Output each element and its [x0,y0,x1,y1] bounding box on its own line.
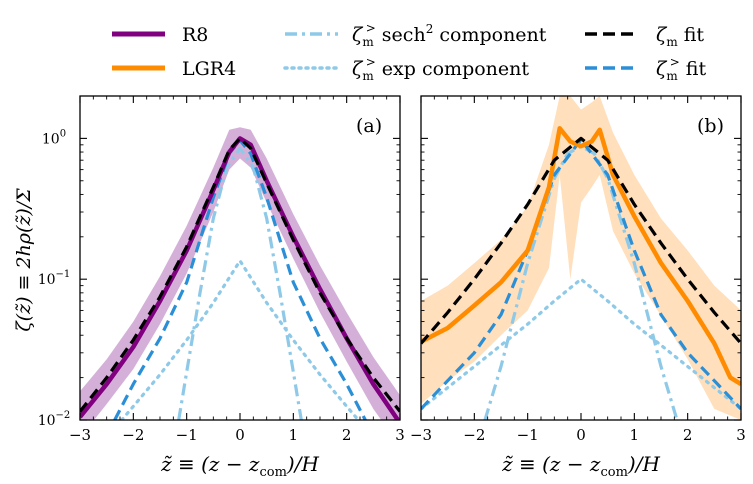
y-tick-base: 10 [38,413,56,429]
legend-sech2-tail: component [433,24,546,46]
legend-lgr4-label: LGR4 [182,58,236,80]
legend-mfit-label: ζm fit [656,24,704,49]
legend-r8-label: R8 [182,24,208,46]
legend-gtfit-sup: > [670,55,680,69]
x-tick-label: −1 [517,426,539,444]
series--m-fit-line [80,136,400,413]
legend-mfit-zeta: ζ [656,24,668,46]
x-axis-label-main: z̃ ≡ (z − z [160,452,260,476]
x-tick-label: 1 [630,426,640,444]
x-tick-label: 3 [395,426,405,444]
legend-exp-sup: > [366,55,376,69]
legend: R8 LGR4 ζm> sech2 component ζm> exp comp… [112,21,706,83]
x-tick-label: 2 [342,426,352,444]
y-tick-base: 10 [38,272,56,288]
y-tick-label: 10−1 [38,269,71,288]
legend-exp-tail: exp component [376,58,530,80]
panel-b: −3 −2 −1 0 1 2 3 (b) z̃ ≡ (z − zcom)/H [410,95,746,480]
plot-area-0 [80,127,400,420]
y-tick-exp: −1 [56,269,71,280]
y-tick-exp: 0 [60,128,66,139]
y-tick-exp: −2 [56,410,71,421]
y-tick-base: 10 [42,131,60,147]
y-tick-label: 100 [42,128,66,147]
legend-sech2-sub: m [362,35,374,49]
series--m-fit-line [421,136,741,345]
x-tick-label: −2 [122,426,144,444]
x-tick-label: 0 [235,426,245,444]
legend-gtfit-zeta: ζ [656,58,668,80]
legend-exp-label: ζm> exp component [352,55,529,83]
x-axis-label-tail: )/H [627,452,661,476]
series--m-fit-line [421,138,741,411]
legend-exp-zeta: ζ [352,58,364,80]
x-axis-label: z̃ ≡ (z − zcom)/H [160,452,319,480]
y-tick-label: 10−2 [38,410,71,429]
legend-sech2-label: ζm> sech2 component [352,21,547,49]
x-tick-label: 3 [736,426,746,444]
legend-gtfit-label: ζm> fit [656,55,706,83]
legend-sech2-sup: > [366,21,376,35]
x-axis-label-tail: )/H [286,452,320,476]
x-tick-label: 2 [683,426,693,444]
y-axis-label: ζ(z̃) ≡ 2hρ(z̃)/Σ [13,188,35,332]
series--m-sech-component-line [177,146,303,420]
legend-mfit-sub: m [666,35,678,49]
legend-sech2-pow: 2 [426,22,434,36]
plot-area-1 [421,96,741,420]
series-lgr4-line [421,126,741,387]
x-axis-label-sub: com [259,465,286,480]
x-axis-label: z̃ ≡ (z − zcom)/H [501,452,660,480]
series-r8-line [80,136,400,420]
x-axis-label-main: z̃ ≡ (z − z [501,452,601,476]
legend-exp-sub: m [362,69,374,83]
lgr4-band [421,96,741,420]
x-tick-label: −1 [176,426,198,444]
legend-sech2-zeta: ζ [352,24,364,46]
x-tick-label: −3 [69,426,91,444]
panel-label: (b) [697,115,724,137]
x-tick-label: −3 [410,426,432,444]
legend-gtfit-tail: fit [680,58,707,80]
series--m-exp-component-line [421,277,741,411]
legend-mfit-tail: fit [678,24,705,46]
legend-sech2-rest: sech [376,24,426,46]
series--m-exp-component-line [119,259,361,420]
legend-gtfit-sub: m [666,69,678,83]
r8-band [80,127,400,420]
x-tick-label: 0 [576,426,586,444]
x-axis-label-sub: com [600,465,627,480]
panel-label: (a) [356,115,382,137]
x-tick-label: −2 [463,426,485,444]
x-tick-label: 1 [289,426,299,444]
